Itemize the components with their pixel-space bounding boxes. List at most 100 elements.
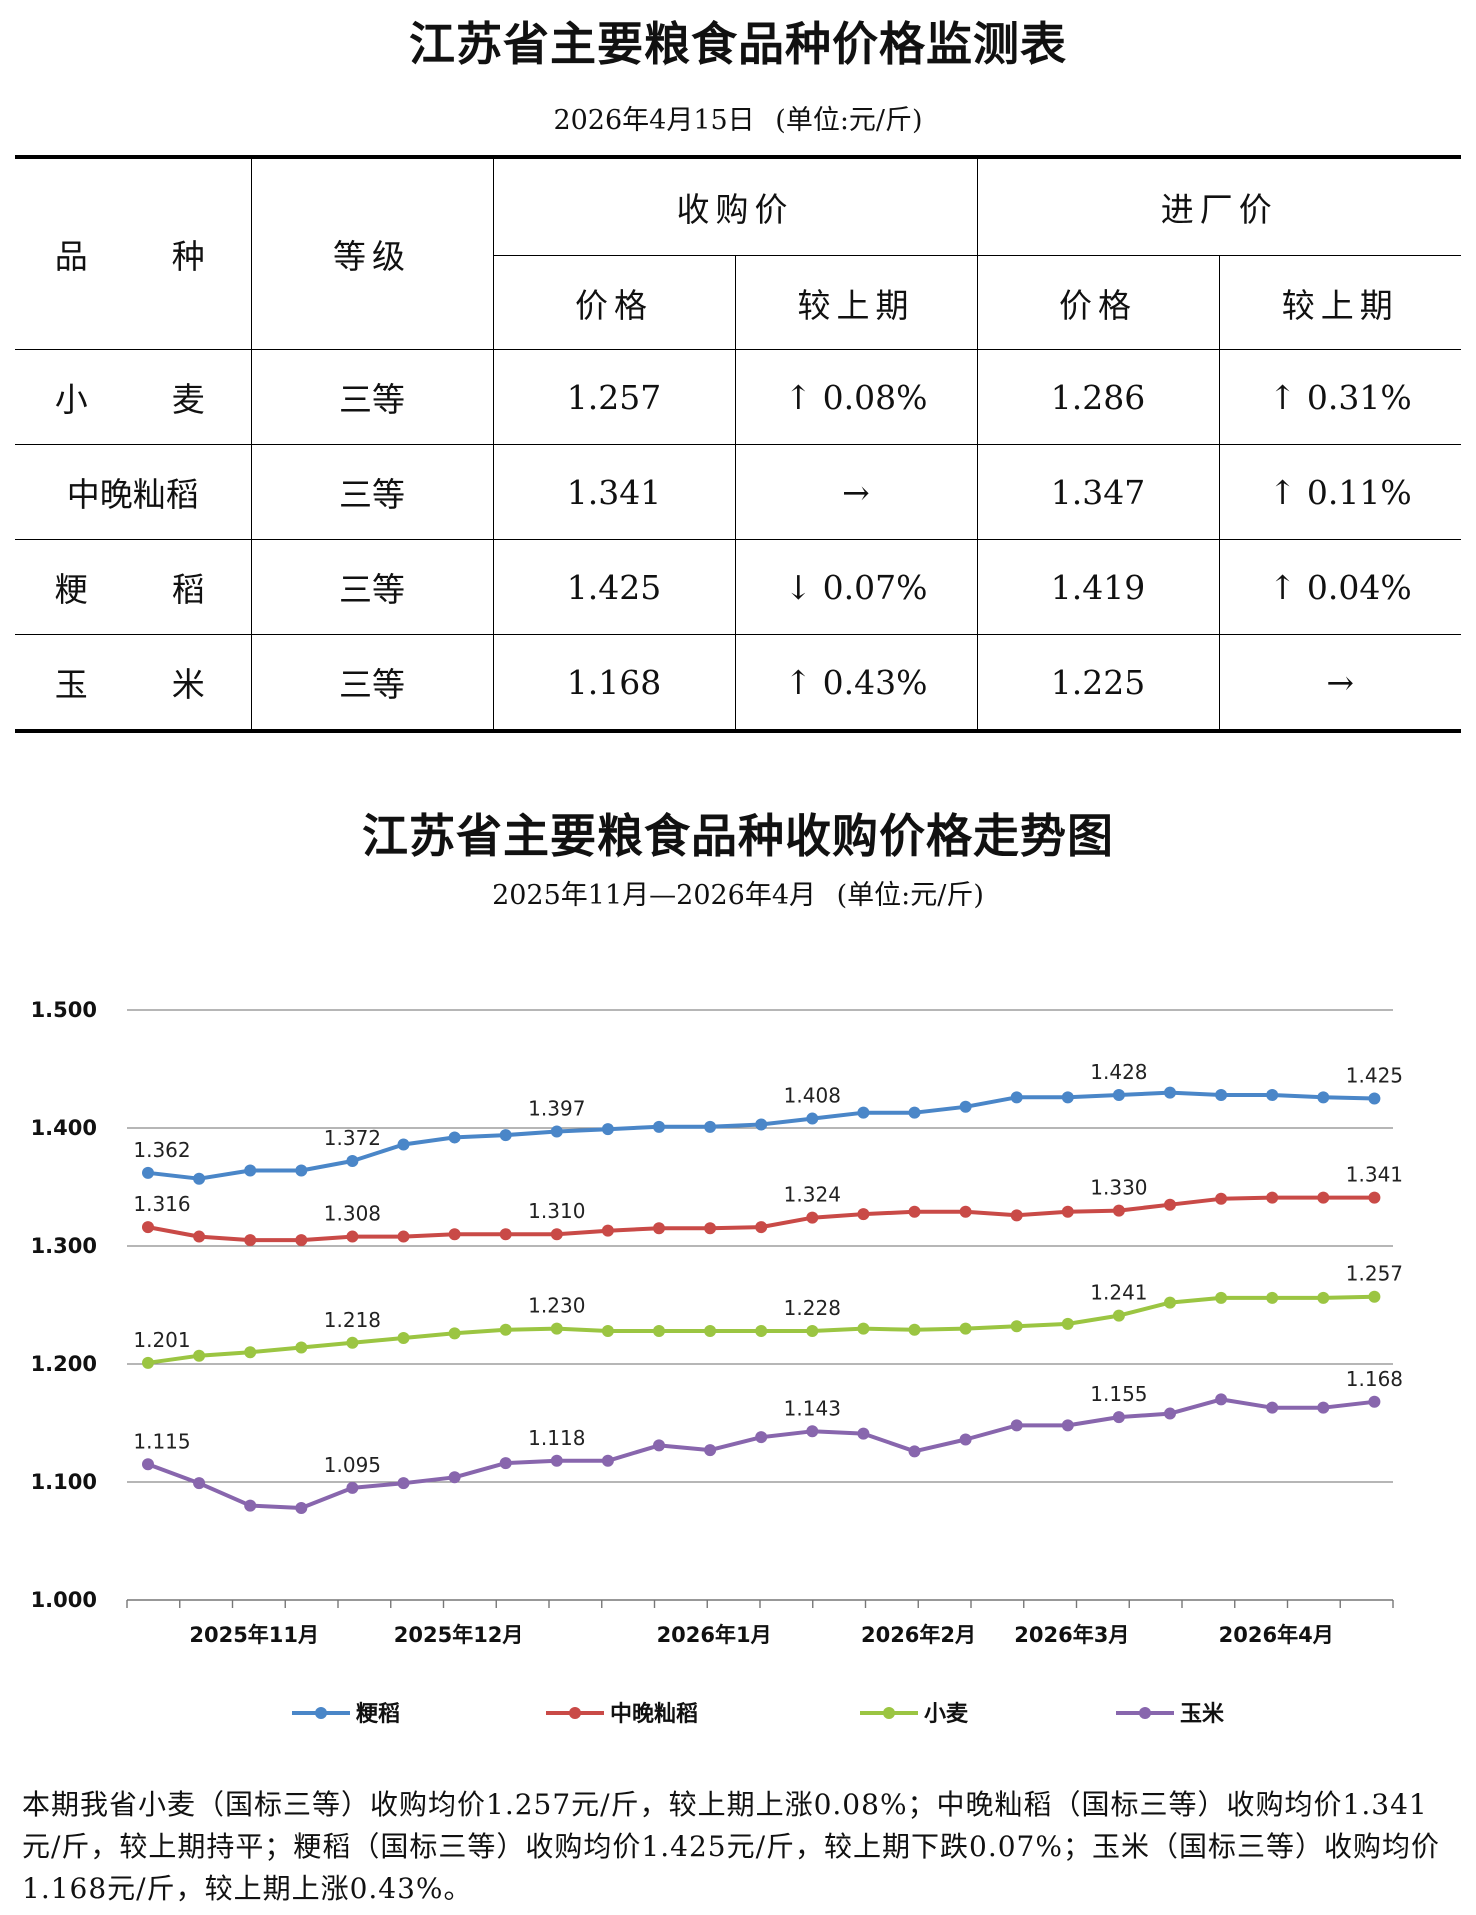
data-label: 1.230 [528,1294,585,1318]
header-purchase-change: 较上期 [734,255,978,350]
row-grade: 三等 [250,444,494,540]
y-tick-label: 1.500 [31,998,97,1022]
table-unit: (单位:元/斤) [775,105,923,136]
data-point [1215,1192,1228,1205]
y-tick-label: 1.000 [31,1588,97,1612]
data-point [1112,1309,1125,1322]
data-label: 1.218 [324,1308,381,1332]
data-point [857,1427,870,1440]
data-point [755,1221,768,1234]
data-label: 1.143 [784,1396,841,1420]
row-purchase-price: 1.341 [492,444,736,540]
data-point [653,1120,665,1133]
data-point [1112,1088,1125,1101]
data-point [295,1501,308,1514]
x-tick-label: 2026年3月 [1014,1623,1129,1647]
data-point [1061,1091,1074,1104]
data-point [397,1138,410,1151]
data-label: 1.095 [324,1453,381,1477]
data-label: 1.257 [1346,1262,1403,1286]
data-point [1010,1209,1023,1222]
data-point [397,1230,410,1243]
legend-marker [883,1707,895,1719]
data-point [142,1458,154,1471]
legend-marker [569,1707,581,1719]
data-point [1317,1401,1330,1414]
legend-label: 粳稻 [356,1702,400,1727]
data-point [397,1332,410,1345]
row-factory-change: ↑ 0.04% [1218,539,1461,635]
data-point [1061,1419,1074,1432]
data-point [550,1322,563,1335]
data-point [1368,1092,1381,1105]
data-point [397,1477,410,1490]
row-grade: 三等 [250,349,494,445]
summary-text: 本期我省小麦（国标三等）收购均价1.257元/斤，较上期上涨0.08%；中晚籼稻… [22,1788,1440,1905]
data-point [448,1131,461,1144]
row-purchase-change: ↓ 0.07% [734,539,978,635]
data-point [1266,1191,1279,1204]
row-factory-price: 1.286 [976,349,1220,445]
row-factory-change: ↑ 0.11% [1218,444,1461,540]
data-point [704,1222,717,1235]
chart-unit: (单位:元/斤) [836,880,984,911]
data-point [1215,1291,1228,1304]
legend-marker [315,1707,327,1719]
data-point [244,1499,257,1512]
chart-subtitle: 2025年11月—2026年4月 (单位:元/斤) [0,873,1476,912]
data-label: 1.341 [1346,1163,1403,1187]
data-point [959,1205,972,1218]
data-point [1010,1320,1023,1333]
data-point [1061,1205,1074,1218]
header-factory: 进厂价 [976,156,1461,256]
legend-label: 中晚籼稻 [610,1702,698,1727]
data-point [142,1166,154,1179]
data-point [755,1324,768,1337]
data-point [806,1425,819,1438]
data-point [857,1208,870,1221]
data-point [244,1164,257,1177]
legend-label: 小麦 [924,1701,969,1727]
row-grade: 三等 [250,634,494,732]
chart-title: 江苏省主要粮食品种收购价格走势图 [362,809,1114,863]
table-row: 中晚籼稻 三等 1.341 → 1.347 ↑ 0.11% [15,444,1461,540]
data-point [295,1234,308,1247]
x-tick-label: 2026年2月 [861,1623,976,1647]
data-point [755,1431,768,1444]
data-point [550,1125,563,1138]
data-point [1215,1393,1228,1406]
data-point [1317,1091,1330,1104]
table-row: 小 麦 三等 1.257 ↑ 0.08% 1.286 ↑ 0.31% [15,349,1461,445]
data-point [499,1129,512,1142]
table-subtitle: 2026年4月15日 (单位:元/斤) [0,98,1476,137]
data-point [908,1106,921,1119]
data-label: 1.115 [133,1429,190,1453]
price-table: 品 种 等级 收购价 进厂价 价格 较上期 价格 较上期 小 麦 三等 1.25… [15,155,1461,733]
data-point [1164,1198,1176,1211]
x-tick-label: 2026年4月 [1219,1623,1334,1647]
data-point [1010,1091,1023,1104]
data-point [1368,1395,1381,1408]
data-label: 1.372 [324,1126,381,1150]
row-factory-price: 1.347 [976,444,1220,540]
data-point [193,1349,206,1362]
data-point [806,1211,819,1224]
data-point [1112,1204,1125,1217]
data-point [959,1433,972,1446]
header-factory-change: 较上期 [1218,255,1461,350]
row-variety: 中晚籼稻 [15,444,252,540]
x-tick-label: 2025年11月 [189,1623,319,1647]
data-label: 1.118 [528,1426,585,1450]
data-label: 1.324 [784,1183,841,1207]
data-label: 1.310 [528,1199,585,1223]
row-factory-change: → [1218,634,1461,732]
data-point [601,1454,614,1467]
data-point [193,1230,206,1243]
data-point [1266,1088,1279,1101]
row-factory-price: 1.419 [976,539,1220,635]
data-point [550,1454,563,1467]
data-label: 1.201 [133,1328,190,1352]
data-label: 1.362 [133,1138,190,1162]
data-point [550,1228,563,1241]
data-point [448,1327,461,1340]
